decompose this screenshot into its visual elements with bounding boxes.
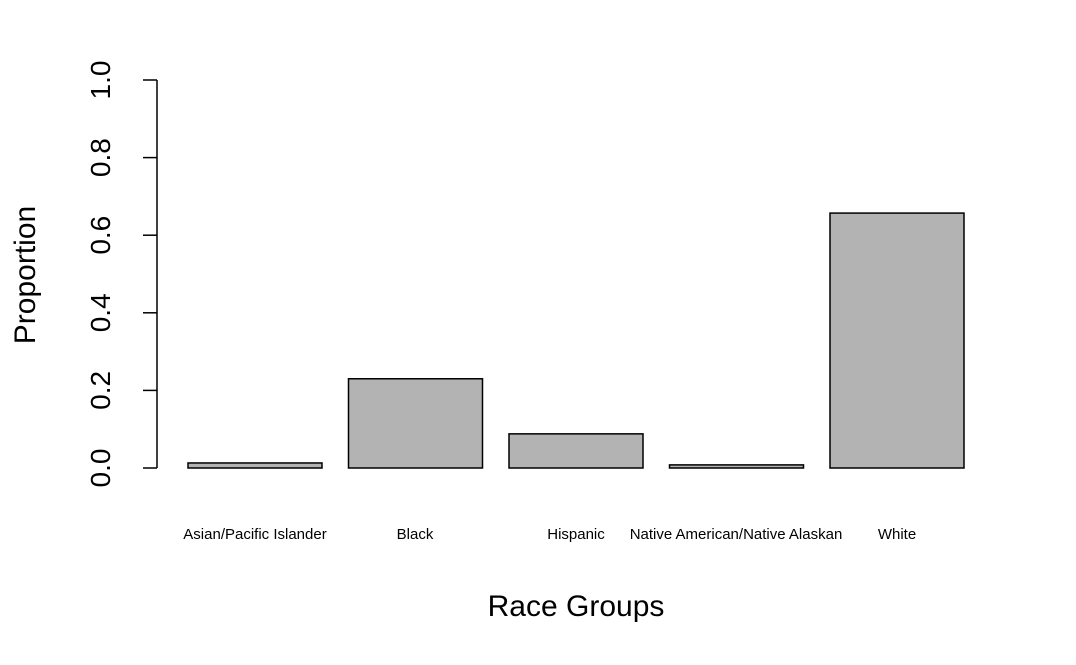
y-tick-label: 0.8 [85, 138, 116, 177]
category-label: Native American/Native Alaskan [630, 526, 843, 543]
bars [187, 212, 965, 469]
bar [187, 462, 323, 469]
y-tick-label: 0.6 [85, 216, 116, 255]
y-tick-label: 0.0 [85, 449, 116, 488]
category-labels: Asian/Pacific Islander Black Hispanic Nativ… [183, 526, 916, 543]
y-axis: 0.0 0.2 0.4 0.6 0.8 1.0 [85, 61, 158, 488]
bar [347, 378, 484, 469]
y-tick-label: 0.2 [85, 371, 116, 410]
y-axis-title: Proportion [9, 206, 42, 344]
x-axis-title: Race Groups [488, 590, 665, 623]
category-label: Hispanic [547, 526, 605, 543]
bar [829, 212, 965, 469]
y-tick-label: 0.4 [85, 293, 116, 332]
bar [508, 433, 644, 469]
category-label: Asian/Pacific Islander [183, 526, 326, 543]
bar [668, 464, 805, 469]
category-label: Black [397, 526, 434, 543]
y-tick-label: 1.0 [85, 61, 116, 100]
category-label: White [878, 526, 916, 543]
